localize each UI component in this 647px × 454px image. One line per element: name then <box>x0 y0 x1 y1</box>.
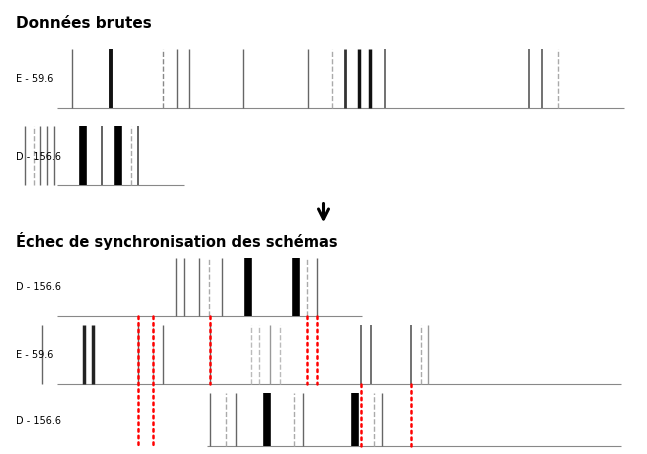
Text: D - 156.6: D - 156.6 <box>16 282 61 292</box>
Text: E - 59.6: E - 59.6 <box>16 74 54 84</box>
Text: Échec de synchronisation des schémas: Échec de synchronisation des schémas <box>16 232 338 251</box>
Text: D - 156.6: D - 156.6 <box>16 152 61 162</box>
Text: Données brutes: Données brutes <box>16 16 152 31</box>
Text: D - 156.6: D - 156.6 <box>16 416 61 426</box>
Text: E - 59.6: E - 59.6 <box>16 350 54 360</box>
